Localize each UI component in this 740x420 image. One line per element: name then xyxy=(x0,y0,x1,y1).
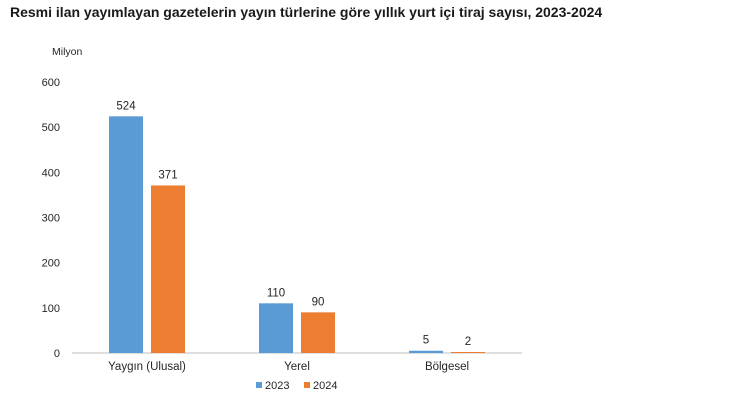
bar-2023-0 xyxy=(109,116,143,354)
legend-swatch-2023 xyxy=(256,382,262,388)
chart-title: Resmi ilan yayımlayan gazetelerin yayın … xyxy=(10,4,603,20)
y-axis-ticks: 0 100 200 300 400 500 600 xyxy=(42,77,60,360)
legend: 2023 2024 xyxy=(256,380,337,392)
legend-label-2023: 2023 xyxy=(265,380,289,392)
value-labels-group: 524 371 110 90 5 2 xyxy=(116,100,471,348)
y-tick-label: 100 xyxy=(42,303,60,315)
data-label-2024-2: 2 xyxy=(465,336,471,348)
y-tick-label: 600 xyxy=(42,77,60,89)
bar-2024-0 xyxy=(151,185,185,353)
data-label-2023-1: 110 xyxy=(267,287,285,299)
data-label-2024-1: 90 xyxy=(312,296,325,308)
data-label-2023-2: 5 xyxy=(423,335,429,347)
y-tick-label: 300 xyxy=(42,213,60,225)
category-labels-group: Yaygın (Ulusal) Yerel Bölgesel xyxy=(108,361,469,373)
bar-2023-2 xyxy=(409,350,443,353)
category-label: Bölgesel xyxy=(425,361,469,373)
legend-label-2024: 2024 xyxy=(313,380,337,392)
data-label-2023-0: 524 xyxy=(116,100,136,112)
bars-group xyxy=(109,116,485,354)
bar-2024-1 xyxy=(301,312,335,353)
y-tick-label: 0 xyxy=(54,348,60,360)
category-label: Yerel xyxy=(284,361,310,373)
y-tick-label: 200 xyxy=(42,258,60,270)
data-label-2024-0: 371 xyxy=(158,169,177,181)
y-tick-label: 400 xyxy=(42,167,60,179)
legend-swatch-2024 xyxy=(304,382,310,388)
y-axis-unit-label: Milyon xyxy=(52,46,83,58)
bar-2024-2 xyxy=(451,352,485,353)
y-tick-label: 500 xyxy=(42,122,60,134)
bar-2023-1 xyxy=(259,303,293,353)
category-label: Yaygın (Ulusal) xyxy=(108,361,186,373)
